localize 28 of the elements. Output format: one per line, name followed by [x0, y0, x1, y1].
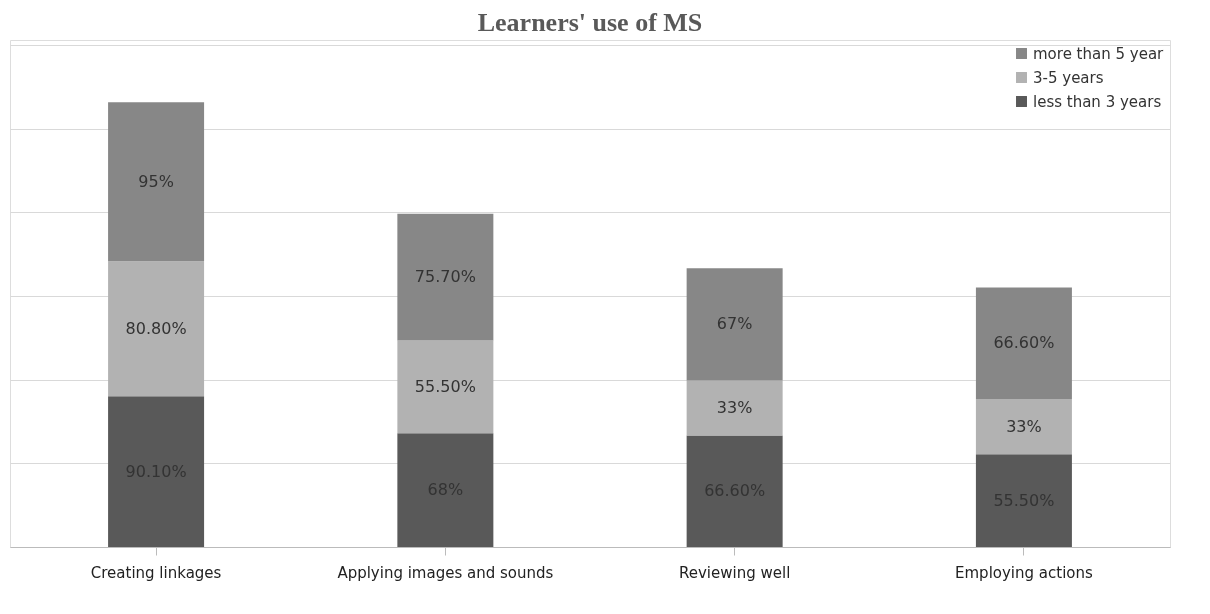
x-tick-label: Creating linkages — [90, 563, 222, 582]
data-label: 80.80% — [125, 318, 187, 338]
bar — [108, 261, 205, 397]
bar — [397, 213, 494, 341]
bar — [975, 287, 1072, 399]
bar — [397, 340, 494, 434]
x-tick-label: Reviewing well — [678, 563, 791, 582]
data-label: 55.50% — [414, 376, 476, 396]
bar — [108, 396, 205, 547]
data-label: 95% — [138, 171, 174, 191]
legend-label: 3-5 years — [1033, 68, 1104, 87]
data-label: 33% — [1006, 416, 1042, 436]
bar — [975, 398, 1072, 455]
data-label: 75.70% — [414, 267, 476, 287]
x-tick-label: Applying images and sounds — [337, 563, 554, 582]
bar — [975, 454, 1072, 547]
bar — [397, 433, 494, 547]
bar — [108, 102, 205, 262]
data-label: 67% — [716, 314, 753, 334]
bar — [686, 435, 783, 547]
legend-label: more than 5 year — [1033, 44, 1165, 63]
data-label: 66.60% — [993, 333, 1055, 353]
bar — [686, 380, 783, 436]
legend-label: less than 3 years — [1033, 92, 1162, 111]
x-tick-label: Employing actions — [955, 563, 1093, 582]
data-label: 33% — [716, 398, 753, 418]
chart-title: Learners' use of MS — [477, 8, 703, 37]
bar — [686, 268, 783, 381]
